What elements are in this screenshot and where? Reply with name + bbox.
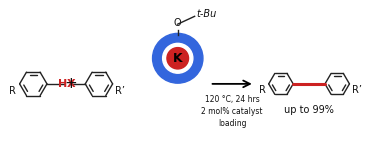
- Text: R: R: [9, 86, 16, 96]
- Text: t-Bu: t-Bu: [197, 9, 217, 19]
- Text: X: X: [67, 79, 76, 89]
- Text: R’: R’: [115, 86, 125, 96]
- Text: K: K: [173, 52, 183, 65]
- Text: R: R: [259, 85, 266, 95]
- Ellipse shape: [163, 43, 193, 73]
- Text: 120 °C, 24 hrs
2 mol% catalyst
loading: 120 °C, 24 hrs 2 mol% catalyst loading: [201, 95, 263, 128]
- Text: up to 99%: up to 99%: [284, 105, 334, 115]
- Text: O: O: [174, 18, 181, 28]
- Text: R’: R’: [352, 85, 362, 95]
- Ellipse shape: [167, 48, 189, 69]
- Text: +: +: [64, 76, 77, 91]
- Ellipse shape: [153, 33, 203, 83]
- Text: H: H: [58, 79, 67, 89]
